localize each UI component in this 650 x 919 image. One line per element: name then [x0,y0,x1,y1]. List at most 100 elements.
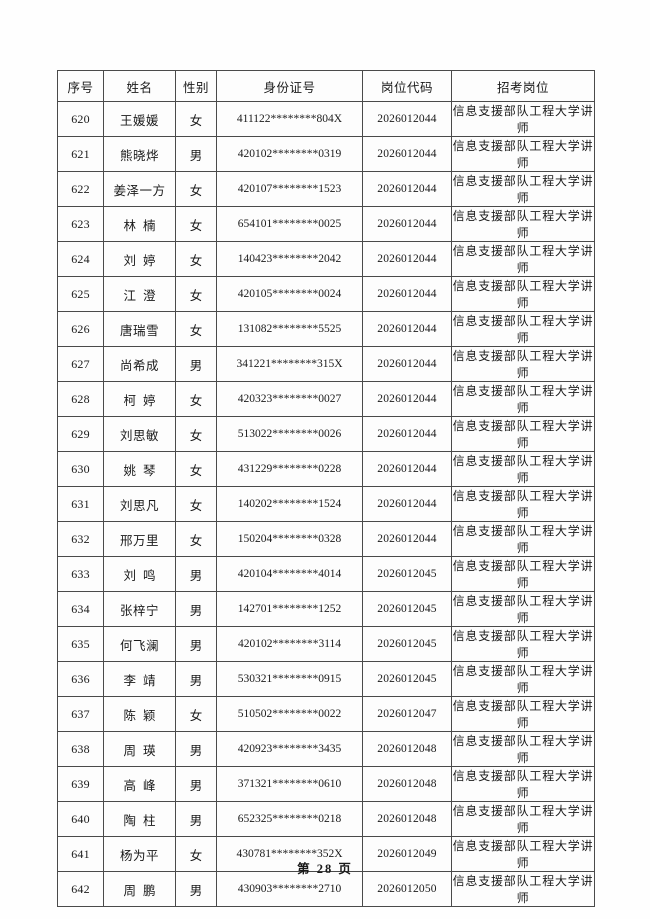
cell-post-code: 2026012044 [362,381,452,417]
cell-post-code: 2026012049 [362,836,452,872]
cell-post-name: 信息支援部队工程大学讲师 [451,241,595,277]
cell-sex: 女 [175,451,217,487]
cell-name: 王媛媛 [103,101,176,137]
cell-post-code: 2026012044 [362,451,452,487]
cell-name: 张梓宁 [103,591,176,627]
cell-seq: 642 [57,871,104,907]
cell-id-number: 420102********3114 [216,626,363,662]
cell-post-name: 信息支援部队工程大学讲师 [451,136,595,172]
cell-name: 刘鸣 [103,556,176,592]
cell-sex: 女 [175,486,217,522]
cell-name: 唐瑞雪 [103,311,176,347]
cell-post-name: 信息支援部队工程大学讲师 [451,626,595,662]
cell-name: 邢万里 [103,521,176,557]
cell-post-name: 信息支援部队工程大学讲师 [451,206,595,242]
table-row: 637 陈颖女 510502********0022 2026012047 信息支援部队… [57,696,595,732]
table-row: 627 尚希成男 341221********315X 2026012044 信息支援部… [57,346,595,382]
table-row: 633 刘鸣男 420104********4014 2026012045 信息支援部队… [57,556,595,592]
cell-post-code: 2026012045 [362,556,452,592]
cell-name: 尚希成 [103,346,176,382]
cell-name: 刘思敏 [103,416,176,452]
table-row: 632 邢万里女 150204********0328 2026012044 信息支援部… [57,521,595,557]
cell-post-code: 2026012044 [362,136,452,172]
candidate-roster-table: 序号 姓名 性别 身份证号 岗位代码 招考岗位 620 王媛媛女 411122***… [57,70,595,907]
cell-seq: 636 [57,661,104,697]
table-row: 620 王媛媛女 411122********804X 2026012044 信息支援部… [57,101,595,137]
table-row: 623 林楠女 654101********0025 2026012044 信息支援部队… [57,206,595,242]
cell-sex: 女 [175,381,217,417]
cell-post-name: 信息支援部队工程大学讲师 [451,346,595,382]
table-row: 642 周鹏男 430903********2710 2026012050 信息支援部队… [57,871,595,907]
table-row: 639 高峰男 371321********0610 2026012048 信息支援部队… [57,766,595,802]
cell-seq: 633 [57,556,104,592]
table-row: 628 柯婷女 420323********0027 2026012044 信息支援部队… [57,381,595,417]
cell-post-code: 2026012048 [362,766,452,802]
cell-post-name: 信息支援部队工程大学讲师 [451,801,595,837]
cell-post-name: 信息支援部队工程大学讲师 [451,486,595,522]
cell-sex: 女 [175,696,217,732]
cell-sex: 男 [175,556,217,592]
cell-post-code: 2026012045 [362,661,452,697]
column-header-seq: 序号 [57,70,104,102]
table-row: 640 陶柱男 652325********0218 2026012048 信息支援部队… [57,801,595,837]
cell-post-name: 信息支援部队工程大学讲师 [451,521,595,557]
cell-post-name: 信息支援部队工程大学讲师 [451,556,595,592]
cell-seq: 629 [57,416,104,452]
cell-id-number: 420923********3435 [216,731,363,767]
cell-id-number: 430903********2710 [216,871,363,907]
cell-post-name: 信息支援部队工程大学讲师 [451,171,595,207]
cell-post-code: 2026012044 [362,521,452,557]
cell-id-number: 430781********352X [216,836,363,872]
cell-sex: 女 [175,416,217,452]
cell-post-name: 信息支援部队工程大学讲师 [451,416,595,452]
cell-post-name: 信息支援部队工程大学讲师 [451,836,595,872]
table-header-row: 序号 姓名 性别 身份证号 岗位代码 招考岗位 [57,70,595,102]
cell-post-name: 信息支援部队工程大学讲师 [451,766,595,802]
cell-post-name: 信息支援部队工程大学讲师 [451,101,595,137]
cell-post-name: 信息支援部队工程大学讲师 [451,381,595,417]
cell-post-name: 信息支援部队工程大学讲师 [451,871,595,907]
cell-id-number: 652325********0218 [216,801,363,837]
cell-sex: 男 [175,801,217,837]
cell-post-code: 2026012044 [362,171,452,207]
table-row: 634 张梓宁男 142701********1252 2026012045 信息支援部… [57,591,595,627]
cell-post-code: 2026012050 [362,871,452,907]
cell-seq: 638 [57,731,104,767]
cell-sex: 男 [175,766,217,802]
cell-name: 何飞澜 [103,626,176,662]
cell-post-name: 信息支援部队工程大学讲师 [451,731,595,767]
cell-seq: 625 [57,276,104,312]
cell-post-code: 2026012047 [362,696,452,732]
cell-id-number: 513022********0026 [216,416,363,452]
column-header-sex: 性别 [175,70,217,102]
cell-name: 周瑛 [103,731,176,767]
cell-sex: 男 [175,346,217,382]
cell-id-number: 371321********0610 [216,766,363,802]
cell-seq: 641 [57,836,104,872]
table-row: 631 刘思凡女 140202********1524 2026012044 信息支援部… [57,486,595,522]
table-row: 624 刘婷女 140423********2042 2026012044 信息支援部队… [57,241,595,277]
cell-sex: 女 [175,241,217,277]
cell-sex: 男 [175,661,217,697]
cell-sex: 女 [175,311,217,347]
cell-name: 柯婷 [103,381,176,417]
cell-post-code: 2026012048 [362,801,452,837]
cell-seq: 634 [57,591,104,627]
cell-id-number: 150204********0328 [216,521,363,557]
table-row: 630 姚琴女 431229********0228 2026012044 信息支援部队… [57,451,595,487]
cell-name: 姜泽一方 [103,171,176,207]
cell-id-number: 530321********0915 [216,661,363,697]
cell-seq: 637 [57,696,104,732]
cell-post-code: 2026012044 [362,276,452,312]
cell-sex: 男 [175,731,217,767]
cell-post-code: 2026012045 [362,626,452,662]
cell-name: 陈颖 [103,696,176,732]
cell-post-name: 信息支援部队工程大学讲师 [451,696,595,732]
column-header-name: 姓名 [103,70,176,102]
cell-post-code: 2026012044 [362,486,452,522]
cell-seq: 640 [57,801,104,837]
cell-seq: 635 [57,626,104,662]
cell-post-name: 信息支援部队工程大学讲师 [451,661,595,697]
cell-name: 刘婷 [103,241,176,277]
